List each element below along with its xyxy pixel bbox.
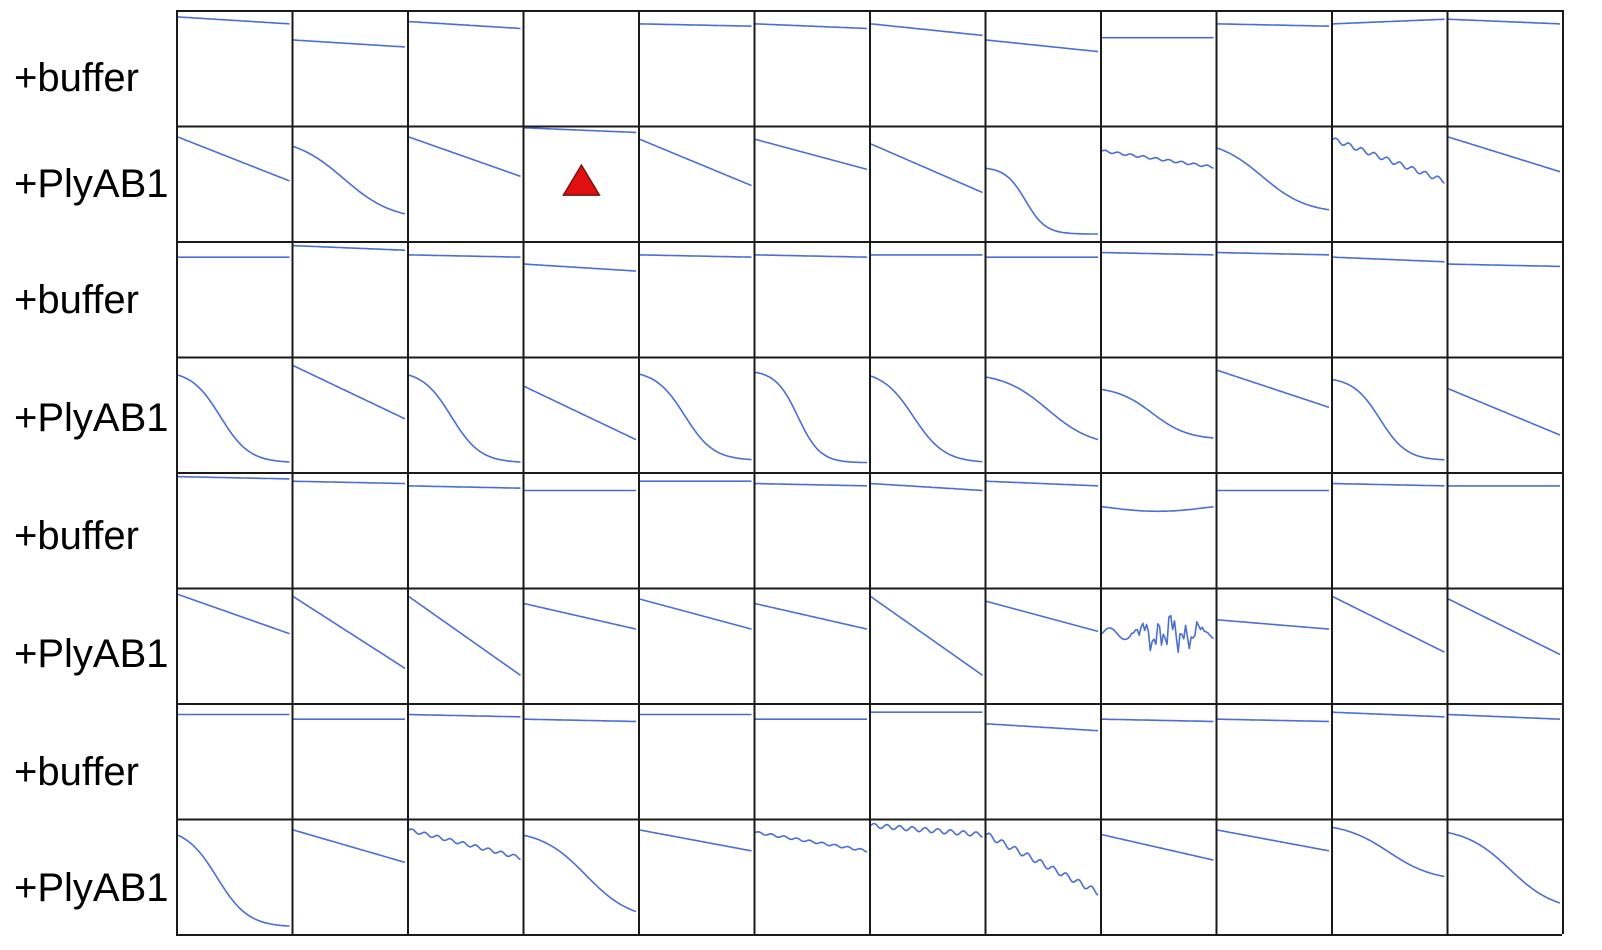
curve-r5-c2: [293, 480, 406, 485]
row-label: +buffer: [14, 56, 139, 100]
curve-r4-c4: [524, 385, 637, 441]
curve-r2-c5: [639, 138, 752, 187]
curve-r6-c6: [755, 602, 868, 630]
curve-r4-c5: [639, 373, 752, 461]
curve-r2-c2: [293, 145, 406, 215]
curve-r6-c4: [524, 602, 637, 630]
curve-r8-c2: [293, 829, 406, 864]
curve-r3-c5: [640, 254, 752, 258]
curve-r4-c1: [177, 374, 290, 463]
curve-r2-c4: [524, 127, 636, 134]
curve-r3-c9: [1102, 251, 1214, 256]
curve-r8-c3: [408, 828, 521, 861]
curve-r6-c12: [1448, 598, 1561, 656]
curve-r1-c1: [177, 16, 290, 25]
curve-r5-c1: [177, 475, 290, 480]
curve-r4-c2: [293, 364, 406, 420]
curve-r8-c4: [524, 834, 637, 913]
curve-r2-c1: [177, 136, 290, 182]
curve-r7-c10: [1217, 718, 1330, 723]
curve-r8-c6: [755, 830, 868, 853]
curve-r4-c11: [1332, 378, 1445, 461]
curve-r2-c9: [1101, 149, 1214, 169]
curve-r3-c3: [409, 254, 521, 258]
curve-r3-c12: [1448, 263, 1560, 268]
red-triangle-marker: [562, 163, 601, 196]
curve-r8-c1: [177, 834, 290, 927]
row-label: +PlyAB1: [14, 396, 169, 440]
curve-r1-c12: [1448, 18, 1561, 25]
curve-r1-c10: [1217, 23, 1330, 27]
curve-r7-c8: [986, 723, 1099, 732]
curve-r2-c6: [755, 138, 868, 171]
curve-r7-c4: [524, 718, 637, 723]
curve-r1-c7: [870, 23, 983, 37]
curve-r4-c9: [1101, 388, 1214, 439]
curve-r2-c3: [408, 136, 521, 178]
curve-grid: [176, 10, 1564, 936]
row-label: +PlyAB1: [14, 632, 169, 676]
curve-r8-c8: [986, 832, 1099, 896]
curve-r4-c3: [408, 374, 521, 463]
curve-r4-c7: [870, 375, 983, 463]
curve-r6-c10: [1217, 619, 1330, 630]
curve-r7-c3: [408, 713, 521, 718]
row-label: +buffer: [14, 514, 139, 558]
curve-r8-c12: [1448, 831, 1561, 904]
row-label: +PlyAB1: [14, 162, 169, 206]
curve-r1-c5: [640, 23, 752, 27]
curve-r8-c9: [1101, 833, 1214, 861]
curve-r8-c5: [639, 829, 752, 852]
curve-r4-c10: [1217, 369, 1330, 409]
curve-r6-c5: [639, 598, 752, 630]
curve-r6-c1: [177, 593, 290, 635]
curve-r6-c9: [1101, 614, 1214, 654]
curve-r5-c7: [870, 482, 983, 492]
curve-r7-c12: [1448, 713, 1561, 720]
curve-r4-c8: [986, 376, 1099, 441]
curve-r2-c7: [870, 143, 983, 194]
curve-r6-c8: [986, 600, 1099, 633]
curve-r3-c11: [1333, 256, 1445, 263]
curve-r2-c8: [986, 167, 1098, 235]
curve-r1-c11: [1332, 18, 1445, 25]
curve-r1-c2: [293, 39, 406, 48]
curve-r3-c10: [1217, 251, 1330, 256]
row-labels: +buffer +PlyAB1 +buffer +PlyAB1 +buffer …: [0, 0, 176, 950]
curve-r5-c3: [409, 485, 521, 489]
curve-r2-c11: [1332, 137, 1445, 184]
curve-r5-c11: [1333, 482, 1445, 487]
row-label: +PlyAB1: [14, 866, 169, 910]
row-label: +buffer: [14, 278, 139, 322]
curve-r3-c4: [524, 263, 637, 272]
curve-r5-c9: [1101, 505, 1214, 513]
curve-r8-c10: [1217, 829, 1330, 852]
curve-r6-c2: [293, 596, 406, 670]
curve-r7-c9: [1102, 718, 1214, 723]
curve-r3-c2: [293, 244, 405, 251]
curve-r4-c6: [755, 371, 868, 464]
curve-r8-c7: [870, 822, 983, 838]
curve-r2-c10: [1217, 147, 1330, 211]
curve-r5-c8: [986, 480, 1099, 487]
curve-r6-c3: [408, 596, 521, 676]
curve-r1-c3: [408, 20, 521, 30]
curve-r1-c8: [986, 39, 1099, 53]
curve-r1-c6: [755, 23, 868, 30]
curve-r6-c7: [870, 596, 983, 676]
row-label: +buffer: [14, 750, 139, 794]
curve-r3-c6: [755, 254, 868, 258]
curve-r8-c11: [1332, 826, 1445, 878]
curve-r7-c11: [1332, 711, 1445, 718]
curve-r6-c11: [1332, 595, 1445, 653]
curve-r2-c12: [1448, 136, 1561, 173]
curve-r5-c6: [755, 482, 868, 487]
curve-r4-c12: [1448, 388, 1561, 436]
